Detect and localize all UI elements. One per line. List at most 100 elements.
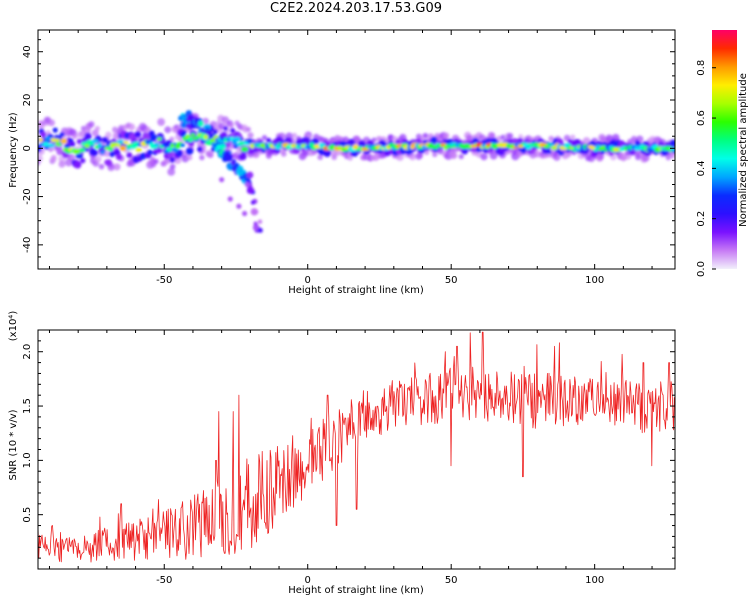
spectral-cell	[483, 147, 489, 154]
spectral-cell	[91, 139, 99, 143]
spectral-cell	[570, 134, 576, 140]
spectral-cell	[185, 147, 194, 156]
spectral-cell	[44, 136, 52, 141]
spectral-cell	[409, 153, 417, 161]
spectral-cell	[669, 139, 675, 148]
colorbar-tick-label: 0.6	[696, 110, 707, 126]
spectrogram-x-axis-label: Height of straight line (km)	[288, 285, 424, 296]
spectral-cell	[127, 123, 136, 131]
spectral-cell	[317, 154, 324, 161]
spectral-cell	[471, 147, 476, 153]
colorbar: 0.0 0.2 0.4 0.6 0.8 Normalized spectral ampl…	[696, 30, 749, 277]
y-tick-label: 1.0	[22, 452, 33, 468]
spectral-cell	[142, 132, 151, 141]
spectral-cell	[219, 177, 225, 183]
spectral-cell	[170, 143, 175, 148]
spectral-cell	[212, 129, 218, 135]
spectral-cell	[98, 163, 105, 170]
spectral-cell	[72, 133, 78, 140]
spectral-cell	[180, 143, 186, 148]
spectral-cell	[94, 155, 102, 163]
spectral-cell	[126, 152, 133, 158]
y-tick-label: 1.5	[22, 398, 33, 414]
spectral-cell	[161, 142, 168, 147]
spectral-cell	[225, 154, 233, 162]
spectrogram-image	[38, 110, 675, 233]
spectrogram-ticks: -50 0 50 100 40 20 0 -20 -40	[22, 30, 675, 286]
spectral-cell	[516, 137, 524, 145]
spectral-cell	[153, 158, 159, 165]
spectral-cell	[40, 131, 47, 138]
spectral-cell	[582, 137, 591, 145]
snr-panel: -50 0 50 100 0.5 1.0 1.5 2.0 Height of straight…	[8, 311, 676, 596]
spectral-cell	[371, 137, 377, 143]
spectral-cell	[238, 141, 246, 146]
spectral-cell	[347, 155, 353, 161]
spectral-cell	[135, 147, 142, 153]
spectral-cell	[69, 141, 76, 147]
spectral-cell	[239, 152, 247, 161]
spectral-cell	[169, 163, 176, 170]
spectral-cell	[91, 149, 98, 157]
spectral-cell	[246, 138, 253, 144]
snr-scale-label: (x10⁴)	[8, 311, 19, 342]
spectral-cell	[157, 118, 166, 126]
snr-x-axis-label: Height of straight line (km)	[288, 585, 424, 596]
spectral-cell	[97, 137, 103, 143]
spectral-cell	[286, 137, 293, 144]
spectral-cell	[180, 121, 188, 129]
spectral-cell	[149, 133, 157, 142]
spectral-cell	[533, 150, 541, 158]
spectral-cell	[202, 117, 209, 125]
spectral-cell	[266, 137, 272, 143]
spectral-cell	[205, 126, 210, 132]
spectral-cell	[244, 181, 251, 188]
spectral-cell	[230, 128, 236, 134]
spectral-cell	[261, 134, 268, 141]
spectral-cell	[246, 171, 254, 179]
spectral-cell	[171, 147, 179, 153]
spectral-cell	[105, 159, 113, 167]
spectrogram-panel: -50 0 50 100 40 20 0 -20 -40 Height of straight …	[8, 29, 676, 296]
colorbar-ticks: 0.0 0.2 0.4 0.6 0.8	[696, 60, 716, 277]
spectral-cell	[134, 131, 142, 138]
spectral-cell	[228, 122, 234, 129]
spectral-cell	[568, 139, 575, 146]
spectral-cell	[280, 151, 287, 157]
y-tick-label: -20	[22, 188, 33, 204]
spectral-cell	[38, 158, 41, 166]
y-tick-label: 20	[22, 94, 33, 107]
spectral-cell	[199, 154, 205, 161]
spectral-cell	[247, 132, 254, 139]
spectral-cell	[169, 136, 175, 142]
spectral-cell	[203, 134, 209, 140]
spectral-cell	[60, 138, 68, 144]
spectral-cell	[417, 152, 424, 159]
y-tick-label: 40	[22, 45, 33, 58]
spectral-cell	[190, 133, 196, 137]
spectral-cell	[78, 147, 86, 153]
spectral-cell	[529, 147, 536, 155]
spectral-cell	[91, 129, 99, 137]
spectrogram-y-axis-label: Frequency (Hz)	[8, 112, 19, 188]
spectral-cell	[240, 146, 249, 152]
spectral-cell	[458, 153, 464, 160]
spectral-cell	[164, 126, 172, 134]
spectral-cell	[197, 120, 204, 127]
spectral-cell	[113, 163, 121, 171]
spectral-cell	[51, 138, 61, 142]
spectral-cell	[466, 134, 474, 142]
spectral-cell	[563, 134, 571, 142]
x-tick-label: 0	[305, 275, 311, 286]
spectral-cell	[334, 149, 342, 156]
snr-ticks: -50 0 50 100 0.5 1.0 1.5 2.0	[22, 330, 675, 586]
spectral-cell	[80, 158, 86, 164]
spectral-cell	[450, 152, 458, 160]
spectral-cell	[430, 136, 438, 144]
spectral-cell	[548, 135, 555, 142]
x-tick-label: 50	[445, 575, 458, 586]
spectral-cell	[119, 145, 127, 151]
spectral-cell	[480, 153, 488, 161]
spectral-cell	[553, 153, 561, 161]
